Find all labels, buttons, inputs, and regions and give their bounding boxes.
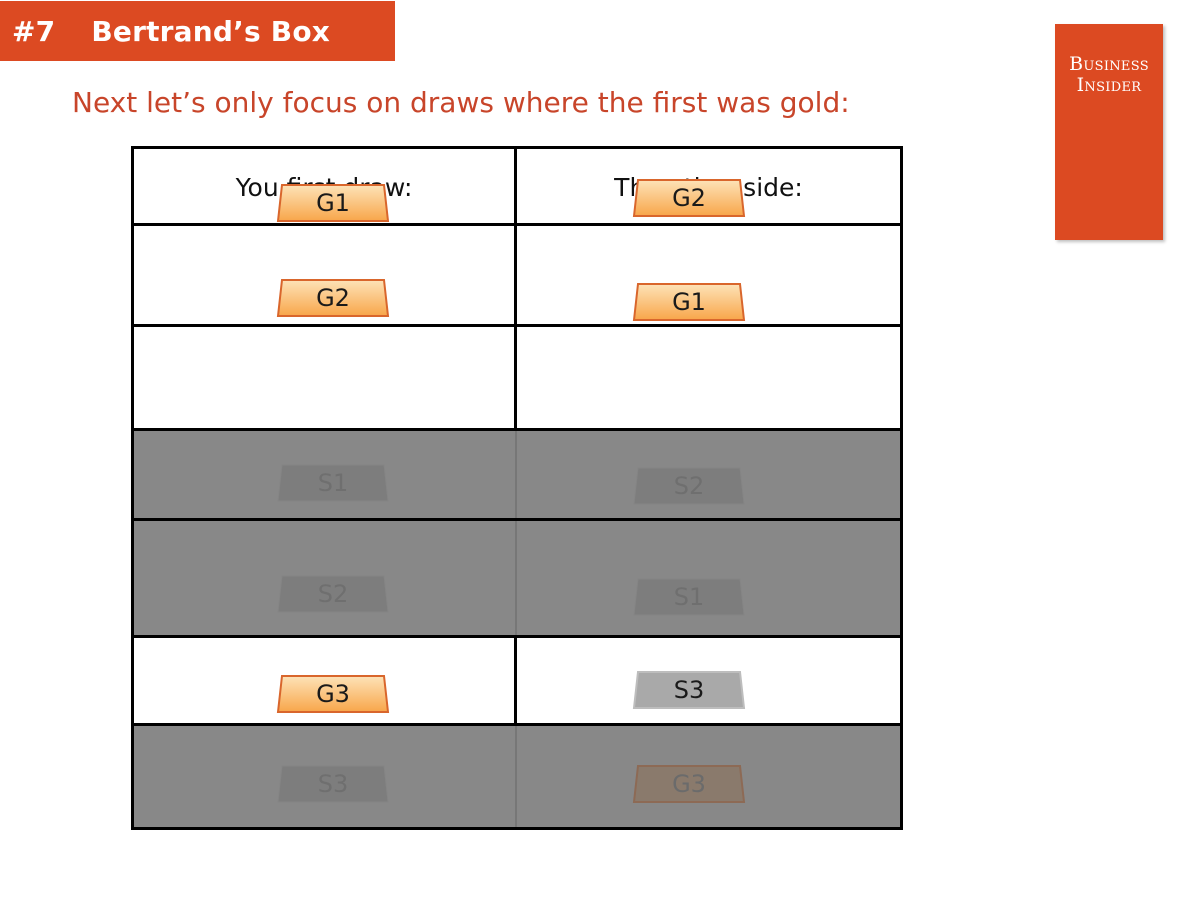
card-label: G1 (672, 288, 706, 316)
other-side-cell: S2 (517, 431, 900, 518)
first-draw-cell: G1 (134, 184, 517, 324)
gold-card-shape (632, 283, 746, 321)
first-draw-cell: G2 (134, 279, 517, 428)
slide-title-bar: #7 Bertrand’s Box (0, 1, 395, 61)
gold-card-shape (632, 765, 746, 803)
other-side-cell: G1 (517, 283, 900, 428)
gold-card-shape (632, 179, 746, 217)
card-label: S2 (317, 580, 349, 608)
first-draw-card: G3 (276, 674, 390, 714)
silver-card-shape (277, 464, 389, 502)
table-row: G1 G2 (134, 179, 900, 327)
first-draw-cell: S2 (134, 521, 517, 635)
gold-card-shape (276, 279, 390, 317)
table-row: G3 S3 (134, 638, 900, 726)
other-side-card: G3 (632, 764, 746, 804)
other-side-card: G2 (632, 178, 746, 218)
business-insider-logo: Business Insider (1055, 24, 1163, 240)
silver-card-shape (277, 575, 389, 613)
first-draw-cell: G3 (134, 638, 517, 723)
other-side-cell: S3 (517, 638, 900, 723)
card-label: S3 (317, 770, 349, 798)
slide-subtitle: Next let’s only focus on draws where the… (72, 86, 850, 119)
table-row: S2 S1 (134, 521, 900, 638)
card-label: S1 (317, 469, 349, 497)
other-side-cell: G3 (517, 726, 900, 827)
slide-number: #7 (12, 14, 56, 48)
silver-card-shape (633, 467, 745, 505)
table-row: G2 G1 (134, 279, 900, 431)
draws-table: You first draw: The other side: G1G2G2G1… (131, 146, 903, 830)
other-side-cell: S1 (517, 521, 900, 635)
other-side-card: G1 (632, 282, 746, 322)
card-label: G3 (316, 680, 350, 708)
first-draw-cell: S3 (134, 726, 517, 827)
card-label: S3 (673, 676, 705, 704)
other-side-card: S1 (632, 577, 746, 617)
other-side-card: S2 (632, 466, 746, 506)
first-draw-card: S2 (276, 574, 390, 614)
silver-card-shape (633, 578, 745, 616)
first-draw-card: S1 (276, 463, 390, 503)
first-draw-card: G2 (276, 278, 390, 318)
silver-card-shape (277, 765, 389, 803)
table-header-row: You first draw: The other side: (134, 149, 900, 226)
slide-title: Bertrand’s Box (91, 14, 331, 48)
first-draw-card: S3 (276, 764, 390, 804)
other-side-cell: G2 (517, 179, 900, 324)
gold-card-shape (276, 675, 390, 713)
logo-line-1: Business (1069, 53, 1149, 75)
logo-line-2: Insider (1076, 74, 1142, 96)
table-row: S1 S2 (134, 431, 900, 521)
card-label: G2 (316, 284, 350, 312)
card-label: S2 (673, 472, 705, 500)
gold-card-shape (276, 184, 390, 222)
card-label: S1 (673, 583, 705, 611)
silver-card-shape (632, 671, 746, 709)
other-side-card: S3 (632, 670, 746, 710)
first-draw-cell: S1 (134, 431, 517, 518)
first-draw-card: G1 (276, 183, 390, 223)
table-row: S3 G3 (134, 726, 900, 827)
card-label: G2 (672, 184, 706, 212)
card-label: G3 (672, 770, 706, 798)
card-label: G1 (316, 189, 350, 217)
